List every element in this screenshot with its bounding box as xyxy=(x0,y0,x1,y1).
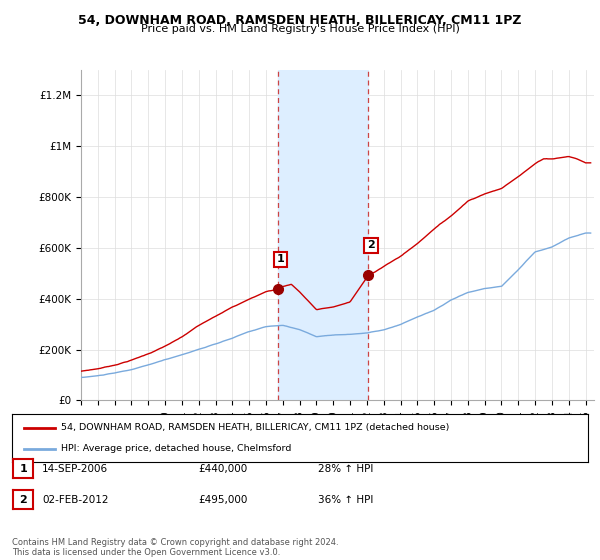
Text: 36% ↑ HPI: 36% ↑ HPI xyxy=(318,494,373,505)
Text: 02-FEB-2012: 02-FEB-2012 xyxy=(42,494,109,505)
Text: 1: 1 xyxy=(277,254,284,264)
Text: £495,000: £495,000 xyxy=(198,494,247,505)
Bar xyxy=(278,70,368,400)
Text: 2: 2 xyxy=(367,240,375,250)
Text: HPI: Average price, detached house, Chelmsford: HPI: Average price, detached house, Chel… xyxy=(61,444,292,453)
Text: £440,000: £440,000 xyxy=(198,464,247,474)
Text: Price paid vs. HM Land Registry's House Price Index (HPI): Price paid vs. HM Land Registry's House … xyxy=(140,24,460,34)
Text: 1: 1 xyxy=(19,464,27,474)
Text: Contains HM Land Registry data © Crown copyright and database right 2024.
This d: Contains HM Land Registry data © Crown c… xyxy=(12,538,338,557)
Text: 54, DOWNHAM ROAD, RAMSDEN HEATH, BILLERICAY, CM11 1PZ (detached house): 54, DOWNHAM ROAD, RAMSDEN HEATH, BILLERI… xyxy=(61,423,449,432)
Text: 54, DOWNHAM ROAD, RAMSDEN HEATH, BILLERICAY, CM11 1PZ: 54, DOWNHAM ROAD, RAMSDEN HEATH, BILLERI… xyxy=(78,14,522,27)
Text: 14-SEP-2006: 14-SEP-2006 xyxy=(42,464,108,474)
Text: 28% ↑ HPI: 28% ↑ HPI xyxy=(318,464,373,474)
Text: 2: 2 xyxy=(19,494,27,505)
